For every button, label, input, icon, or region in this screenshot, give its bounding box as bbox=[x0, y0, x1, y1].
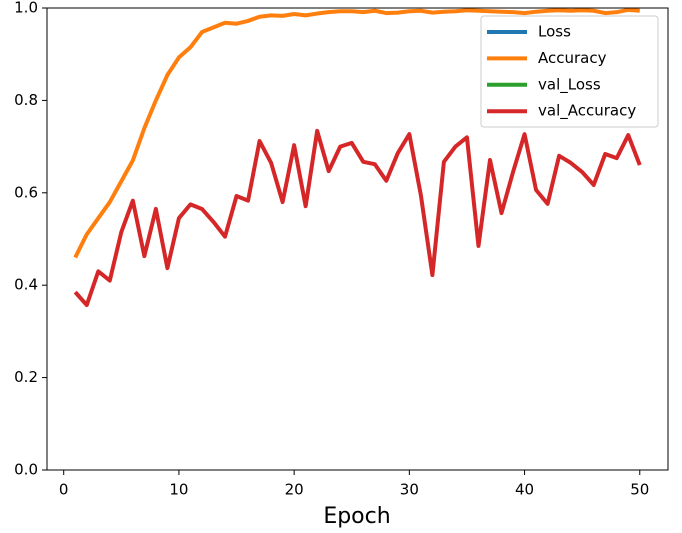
legend-label: val_Loss bbox=[538, 75, 601, 94]
y-tick-label: 0.8 bbox=[14, 91, 38, 109]
plot-frame bbox=[46, 7, 669, 471]
legend-label: Accuracy bbox=[538, 49, 607, 67]
legend-label: val_Accuracy bbox=[538, 102, 636, 121]
x-tick-label: 0 bbox=[59, 481, 69, 499]
x-tick-label: 40 bbox=[515, 481, 534, 499]
x-tick-label: 10 bbox=[169, 481, 188, 499]
legend-label: Loss bbox=[538, 23, 571, 41]
y-tick-label: 0.4 bbox=[14, 276, 38, 294]
x-tick-label: 50 bbox=[630, 481, 649, 499]
x-tick-label: 20 bbox=[285, 481, 304, 499]
y-tick-label: 0.6 bbox=[14, 183, 38, 201]
x-axis-label: Epoch bbox=[323, 504, 390, 529]
legend-box bbox=[480, 15, 659, 128]
x-tick-label: 30 bbox=[400, 481, 419, 499]
y-tick-label: 0.2 bbox=[14, 368, 38, 386]
data-line bbox=[73, 128, 642, 308]
data-line bbox=[73, 8, 640, 259]
y-tick-label: 1.0 bbox=[14, 0, 38, 17]
y-tick-label: 0.0 bbox=[14, 461, 38, 479]
